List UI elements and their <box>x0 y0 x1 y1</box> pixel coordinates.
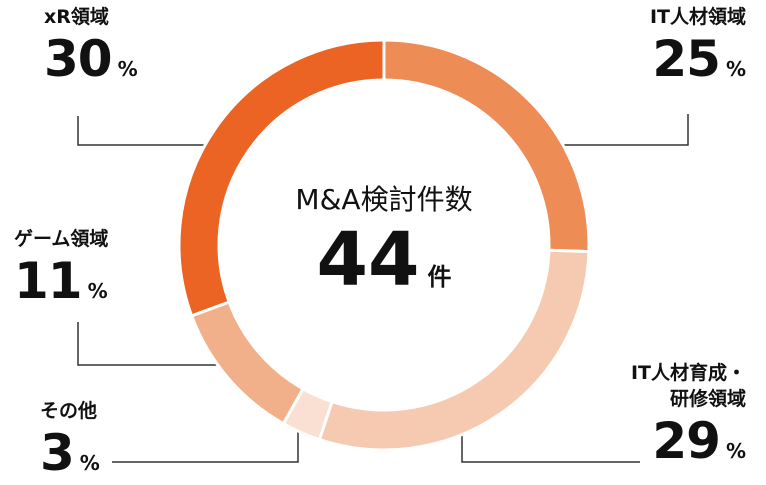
center-box: M&A検討件数 44 件 <box>244 180 524 320</box>
value-unit: % <box>725 439 746 463</box>
center-total: 44 <box>316 217 420 303</box>
category-label: その他 <box>40 400 98 422</box>
value-label: 11 <box>14 252 83 310</box>
value-line: 3% <box>40 424 100 482</box>
center-total-line: 44 件 <box>244 220 524 320</box>
value-line: 29% <box>631 412 746 470</box>
leader-line <box>112 430 299 463</box>
value-label: 3 <box>40 424 75 482</box>
category-label: ゲーム領域 <box>14 228 109 250</box>
leader-line <box>461 430 640 463</box>
leader-line <box>77 116 205 146</box>
value-unit: % <box>87 279 108 303</box>
segment-label: ゲーム領域 11% <box>14 226 108 310</box>
category-label: IT人材育成・ 研修領域 <box>630 362 746 410</box>
donut-segment <box>177 38 386 318</box>
segment-label: IT人材領域 25% <box>650 4 746 88</box>
value-unit: % <box>725 57 746 81</box>
leader-line <box>77 322 222 366</box>
value-line: 25% <box>650 30 746 88</box>
value-unit: % <box>79 451 100 475</box>
leader-lines <box>77 114 689 463</box>
leader-line <box>555 114 689 146</box>
donut-segment <box>189 300 306 426</box>
segment-label: IT人材育成・ 研修領域 29% <box>631 360 746 470</box>
value-label: 29 <box>652 412 721 470</box>
value-line: 30% <box>44 30 138 88</box>
value-line: 11% <box>14 252 108 310</box>
center-label: M&A検討件数 <box>295 183 473 216</box>
center-unit: 件 <box>427 263 452 291</box>
value-unit: % <box>117 57 138 81</box>
category-label: IT人材領域 <box>649 6 746 28</box>
value-label: 25 <box>652 30 721 88</box>
segment-label: xR領域 30% <box>44 4 138 88</box>
category-label: xR領域 <box>44 6 109 28</box>
value-label: 30 <box>44 30 113 88</box>
segment-label: その他 3% <box>40 398 100 482</box>
